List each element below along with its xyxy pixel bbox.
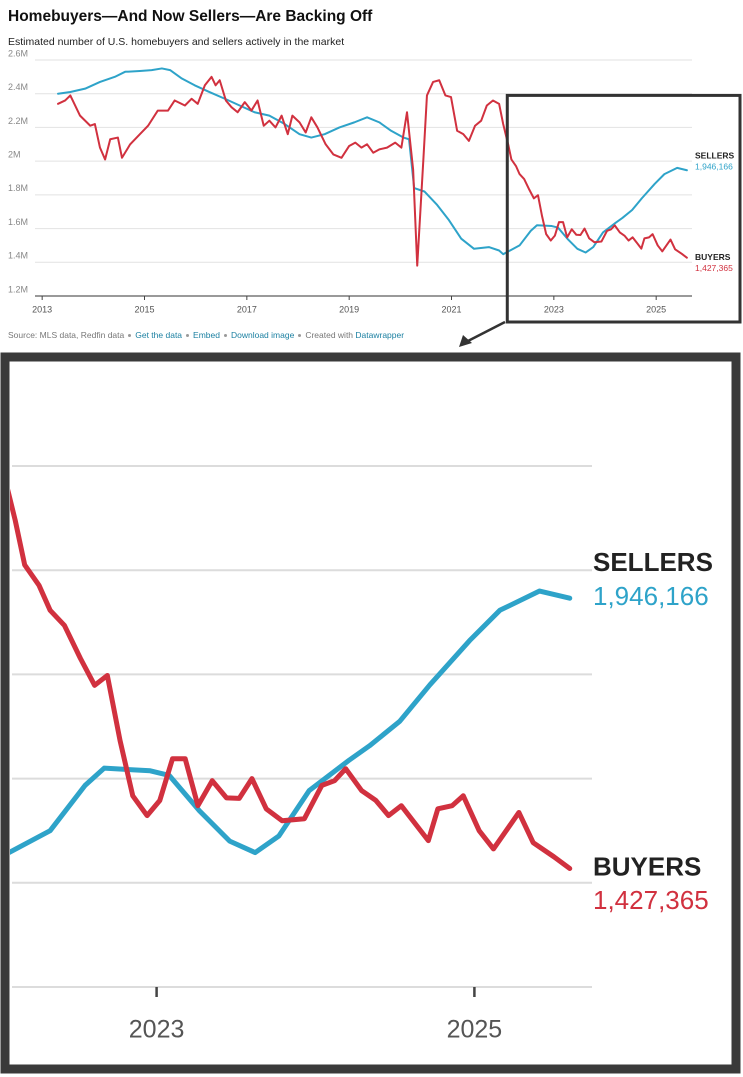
inset-plot: 2023 2025 SELLERS 1,946,166 BUYERS 1,427,365	[10, 464, 713, 1044]
x-tick-label: 2013	[32, 304, 52, 314]
footer: Source: MLS data, Redfin data Get the dat…	[8, 330, 404, 340]
link[interactable]: Download image	[230, 330, 295, 340]
y-tick-label: 2.6M	[8, 48, 28, 58]
chart-title: Homebuyers—And Now Sellers—Are Backing O…	[8, 8, 373, 25]
x-tick-label: 2015	[134, 304, 154, 314]
link[interactable]: Datawrapper	[355, 330, 405, 340]
series-line	[10, 488, 573, 872]
zoom-arrow	[465, 320, 506, 344]
separator	[186, 334, 190, 338]
end-value-label: 1,427,365	[695, 263, 733, 273]
y-tick-label: 1.4M	[8, 251, 28, 261]
zoom-box	[505, 93, 742, 324]
y-tick-label: 1.2M	[8, 284, 28, 294]
link[interactable]: Get the data	[135, 330, 183, 340]
separator	[298, 334, 302, 338]
x-tick-label: 2019	[339, 304, 359, 314]
y-tick-label: 2M	[8, 150, 21, 160]
end-value-label: 1,946,166	[695, 162, 733, 172]
y-tick-label: 1.6M	[8, 217, 28, 227]
main-plot: 1.2M 1.4M 1.6M 1.8M 2M 2.2M 2.4M 2.6M 2013 2015 20…	[8, 48, 735, 314]
x-tick-label: 2025	[646, 304, 666, 314]
y-tick-label: 2.2M	[8, 116, 28, 126]
zoom-arrowhead	[459, 335, 472, 347]
x-tick-label: 2017	[237, 304, 257, 314]
x-tick-label: 2021	[441, 304, 461, 314]
series-name: SELLERS	[695, 150, 735, 160]
series-name: BUYERS	[695, 252, 731, 262]
chart-subtitle: Estimated number of U.S. homebuyers and …	[8, 36, 344, 48]
series-line	[57, 75, 688, 267]
inset-frame	[0, 352, 741, 1074]
source: Source: MLS data, Redfin data	[8, 330, 125, 340]
y-tick-label: 1.8M	[8, 183, 28, 193]
separator	[223, 334, 227, 338]
link[interactable]: Embed	[193, 330, 220, 340]
lines	[10, 488, 573, 872]
separator	[128, 334, 132, 338]
y-tick-label: 2.4M	[8, 82, 28, 92]
x-tick-label: 2023	[544, 304, 564, 314]
series-name: BUYERS	[593, 851, 701, 881]
series-name: SELLERS	[593, 547, 713, 577]
lines	[57, 67, 688, 267]
end-value-label: 1,946,166	[593, 581, 709, 611]
x-tick-label: 2025	[447, 1016, 503, 1044]
credit: Created with	[305, 330, 354, 340]
x-tick-label: 2023	[129, 1016, 185, 1044]
end-value-label: 1,427,365	[593, 885, 709, 915]
series-line	[10, 588, 573, 856]
